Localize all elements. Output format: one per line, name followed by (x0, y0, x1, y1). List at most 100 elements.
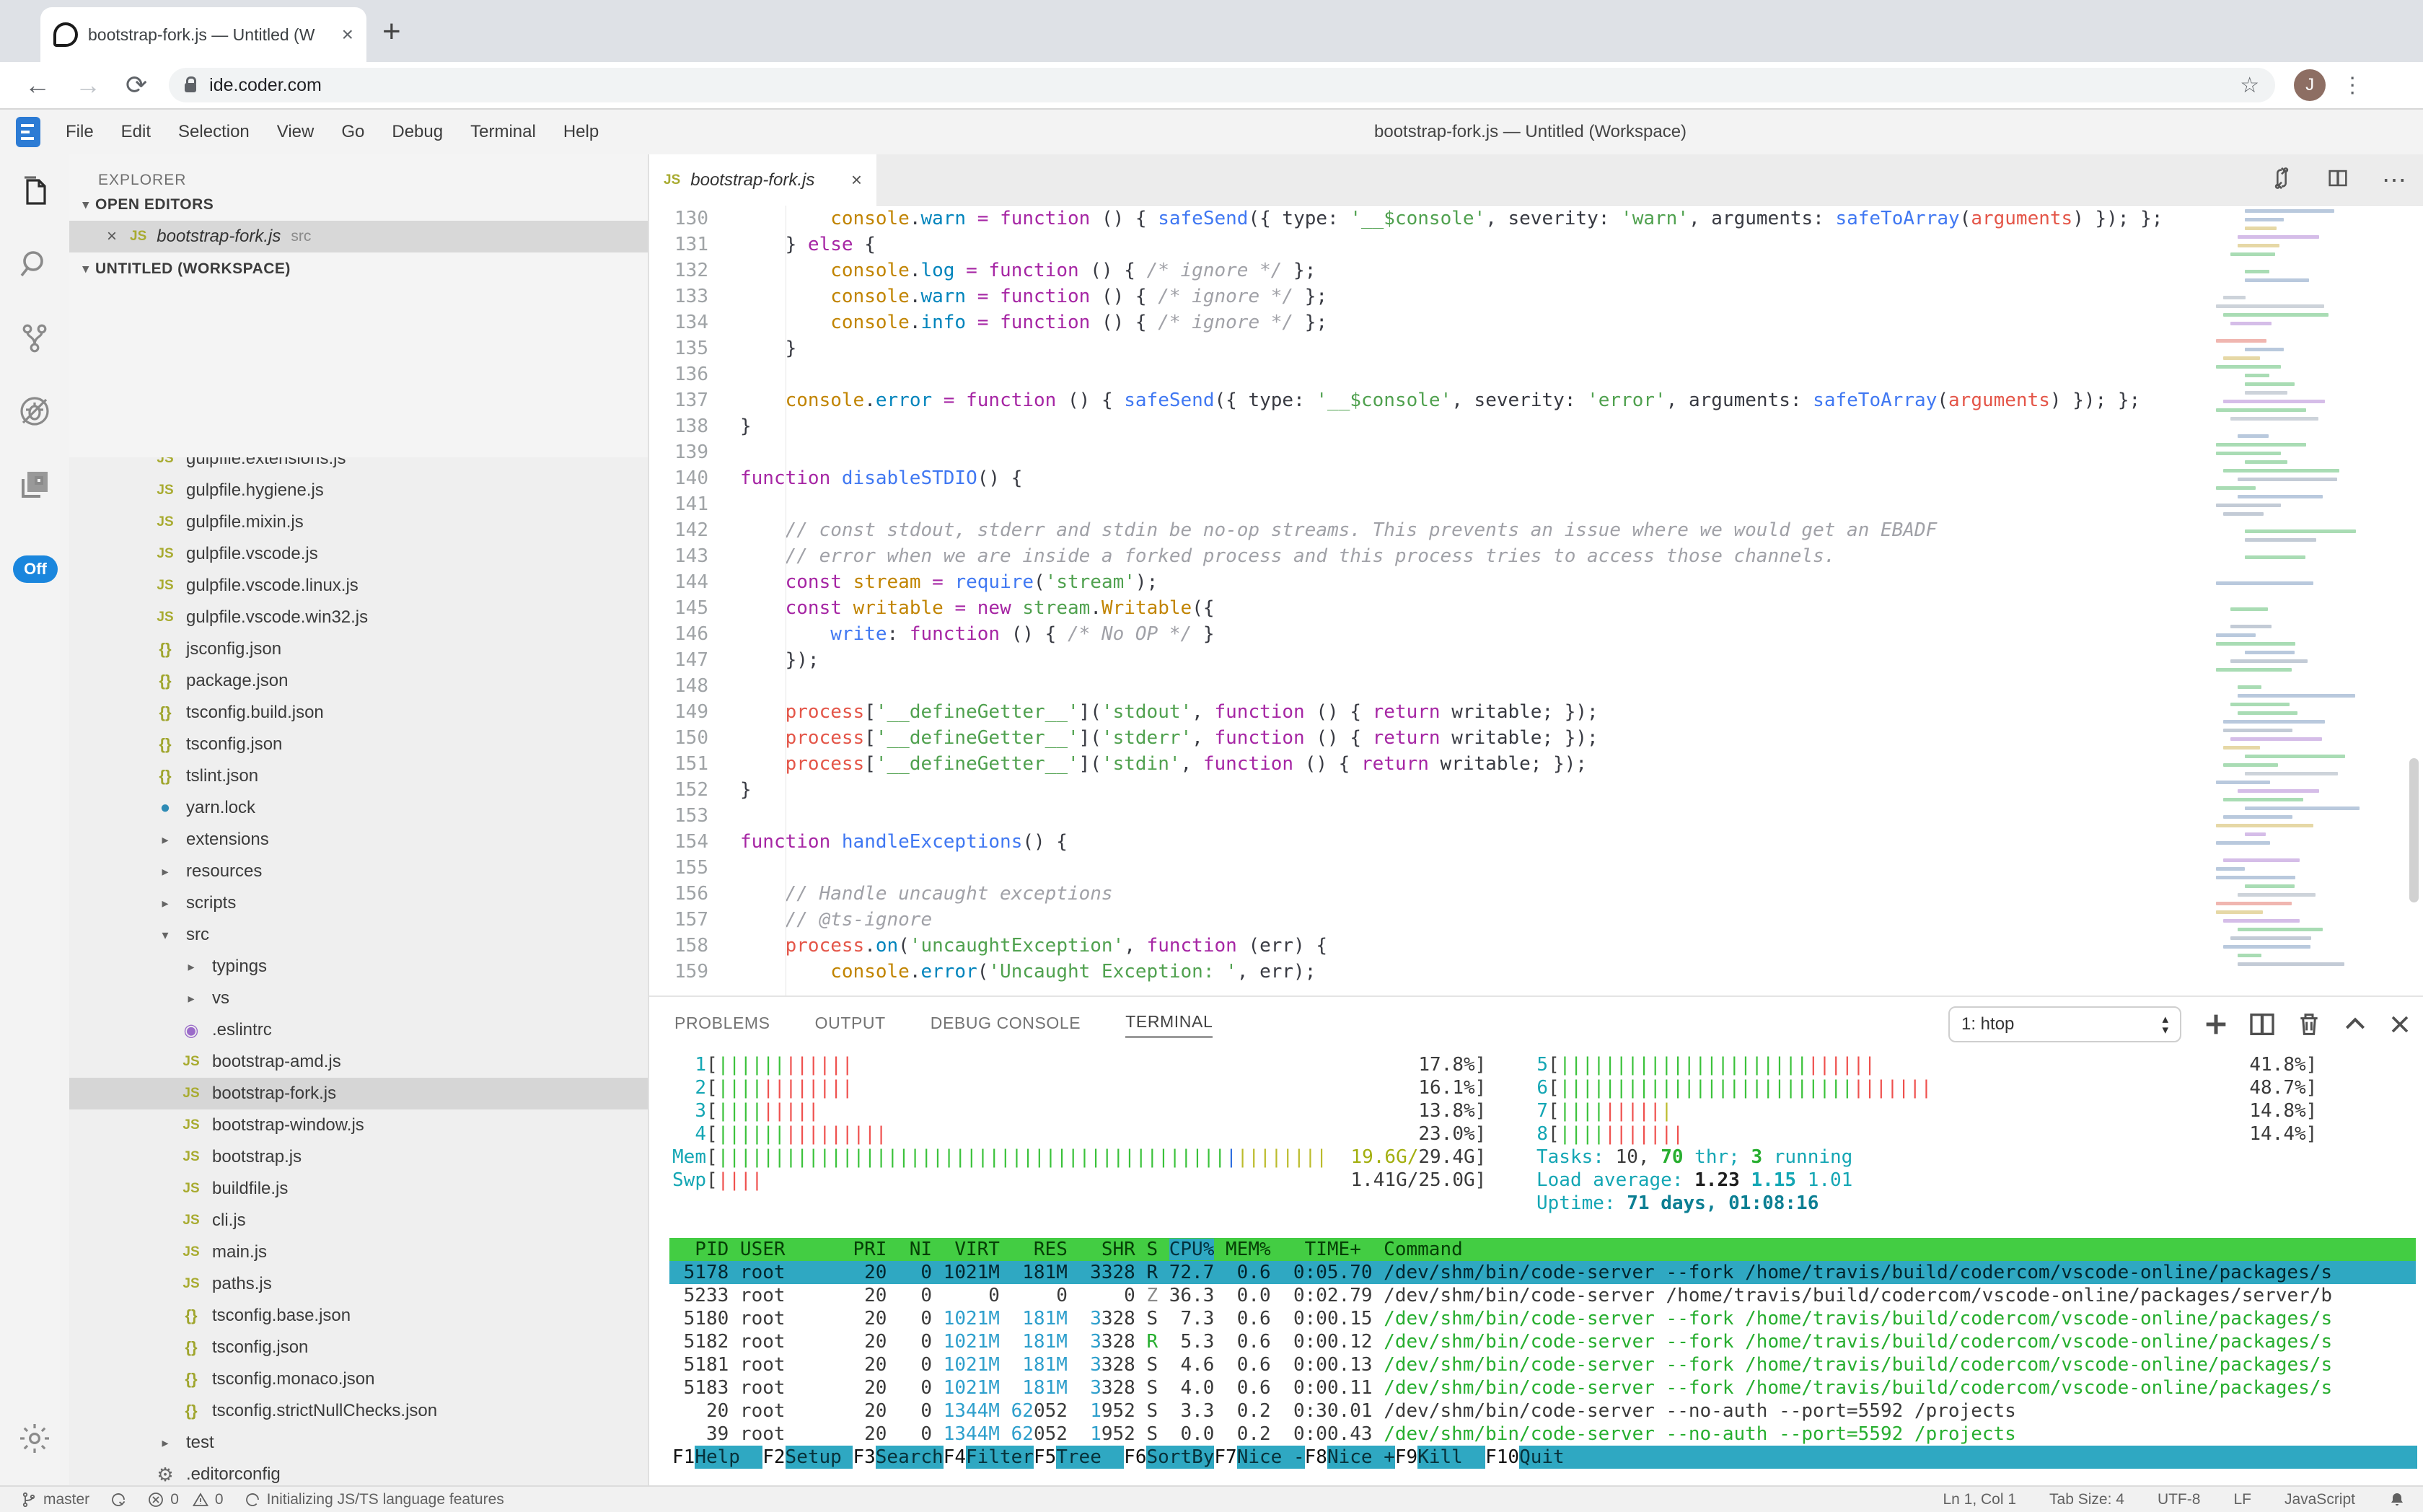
close-panel-icon[interactable] (2385, 1010, 2414, 1039)
code-line-145[interactable]: 145 const writable = new stream.Writable… (649, 595, 2423, 621)
tree-item-main.js[interactable]: JSmain.js (69, 1236, 648, 1268)
panel-tab-output[interactable]: OUTPUT (815, 1014, 886, 1037)
process-row[interactable]: 5233 root 20 0 0 0 0 Z 36.3 0.0 0:02.79 … (669, 1284, 2416, 1307)
code-line-141[interactable]: 141 (649, 491, 2423, 517)
process-row[interactable]: 20 root 20 0 1344M 62052 1952 S 3.3 0.2 … (669, 1399, 2416, 1423)
close-editor-icon[interactable]: × (107, 227, 117, 247)
fkey-F9[interactable]: F9 (1395, 1446, 1417, 1469)
code-editor[interactable]: 130 console.warn = function () { safeSen… (649, 206, 2423, 995)
tree-folder-test[interactable]: ▸test (69, 1427, 648, 1459)
code-line-158[interactable]: 158 process.on('uncaughtException', func… (649, 933, 2423, 959)
editor-tab[interactable]: JS bootstrap-fork.js × (649, 154, 876, 206)
menu-selection[interactable]: Selection (164, 122, 263, 142)
menu-file[interactable]: File (52, 122, 107, 142)
code-line-139[interactable]: 139 (649, 439, 2423, 465)
process-row[interactable]: 5178 root 20 0 1021M 181M 3328 R 72.7 0.… (669, 1261, 2416, 1284)
code-line-134[interactable]: 134 console.info = function () { /* igno… (649, 309, 2423, 335)
code-line-150[interactable]: 150 process['__defineGetter__']('stderr'… (649, 725, 2423, 751)
fkey-label[interactable]: Search (876, 1446, 944, 1469)
tree-item-package.json[interactable]: {}package.json (69, 665, 648, 697)
code-line-142[interactable]: 142 // const stdout, stderr and stdin be… (649, 517, 2423, 543)
terminal-output[interactable]: 1[||||||||||||17.8%]5[||||||||||||||||||… (649, 1053, 2423, 1487)
close-tab-icon[interactable]: × (342, 23, 353, 46)
browser-avatar[interactable]: J (2294, 69, 2326, 101)
forward-icon[interactable]: → (75, 70, 101, 100)
fkey-label[interactable]: SortBy (1146, 1446, 1214, 1469)
sync-indicator[interactable] (110, 1491, 127, 1508)
tree-item-tsconfig.json[interactable]: {}tsconfig.json (69, 729, 648, 760)
workspace-header[interactable]: ▾ UNTITLED (WORKSPACE) (69, 252, 648, 285)
tree-folder-src[interactable]: ▾src (69, 919, 648, 951)
tree-folder-scripts[interactable]: ▸scripts (69, 887, 648, 919)
fkey-F6[interactable]: F6 (1124, 1446, 1146, 1469)
status-lf[interactable]: LF (2233, 1491, 2251, 1508)
process-row[interactable]: 5181 root 20 0 1021M 181M 3328 S 4.6 0.6… (669, 1353, 2416, 1376)
menu-help[interactable]: Help (550, 122, 612, 142)
status-tab-size-4[interactable]: Tab Size: 4 (2049, 1491, 2124, 1508)
process-row[interactable]: 5180 root 20 0 1021M 181M 3328 S 7.3 0.6… (669, 1307, 2416, 1330)
tree-item-gulpfile.mixin.js[interactable]: JSgulpfile.mixin.js (69, 506, 648, 538)
code-line-147[interactable]: 147 }); (649, 647, 2423, 673)
offline-badge[interactable]: Off (13, 555, 58, 583)
minimap[interactable] (2216, 209, 2357, 988)
new-terminal-icon[interactable] (2202, 1010, 2230, 1039)
tree-item-buildfile.js[interactable]: JSbuildfile.js (69, 1173, 648, 1205)
fkey-label[interactable]: Help (695, 1446, 762, 1469)
menu-terminal[interactable]: Terminal (457, 122, 550, 142)
code-line-159[interactable]: 159 console.error('Uncaught Exception: '… (649, 959, 2423, 985)
fkey-label[interactable]: Kill (1417, 1446, 1485, 1469)
gear-icon[interactable] (17, 1421, 52, 1456)
tree-folder-vs[interactable]: ▸vs (69, 983, 648, 1014)
tree-folder-resources[interactable]: ▸resources (69, 856, 648, 887)
maximize-panel-icon[interactable] (2341, 1010, 2370, 1039)
code-line-149[interactable]: 149 process['__defineGetter__']('stdout'… (649, 699, 2423, 725)
fkey-F8[interactable]: F8 (1305, 1446, 1327, 1469)
more-actions-icon[interactable]: ⋯ (2382, 166, 2409, 195)
menu-debug[interactable]: Debug (378, 122, 457, 142)
panel-tab-debug-console[interactable]: DEBUG CONSOLE (931, 1014, 1081, 1037)
tree-item-cli.js[interactable]: JScli.js (69, 1205, 648, 1236)
menu-view[interactable]: View (263, 122, 328, 142)
fkey-F3[interactable]: F3 (853, 1446, 875, 1469)
code-line-131[interactable]: 131 } else { (649, 232, 2423, 258)
code-line-152[interactable]: 152} (649, 777, 2423, 803)
status-ln-1-col-1[interactable]: Ln 1, Col 1 (1943, 1491, 2016, 1508)
code-line-151[interactable]: 151 process['__defineGetter__']('stdin',… (649, 751, 2423, 777)
tree-item-bootstrap-amd.js[interactable]: JSbootstrap-amd.js (69, 1046, 648, 1078)
bookmark-star-icon[interactable]: ☆ (2240, 73, 2259, 98)
fkey-F1[interactable]: F1 (672, 1446, 695, 1469)
search-icon[interactable] (17, 247, 52, 281)
source-control-icon[interactable] (17, 320, 52, 355)
status-utf-8[interactable]: UTF-8 (2158, 1491, 2201, 1508)
fkey-label[interactable]: Nice - (1237, 1446, 1305, 1469)
panel-tab-terminal[interactable]: TERMINAL (1125, 1012, 1213, 1038)
tree-item-gulpfile.hygiene.js[interactable]: JSgulpfile.hygiene.js (69, 475, 648, 506)
tree-item-gulpfile.vscode.win32.js[interactable]: JSgulpfile.vscode.win32.js (69, 602, 648, 633)
code-line-155[interactable]: 155 (649, 855, 2423, 881)
split-editor-icon[interactable] (2326, 166, 2350, 194)
fkey-F7[interactable]: F7 (1214, 1446, 1236, 1469)
explorer-icon[interactable] (17, 173, 52, 208)
status-javascript[interactable]: JavaScript (2285, 1491, 2355, 1508)
tree-item-bootstrap-fork.js[interactable]: JSbootstrap-fork.js (69, 1078, 648, 1109)
open-editors-header[interactable]: ▾ OPEN EDITORS (69, 188, 648, 221)
tree-item-tsconfig.base.json[interactable]: {}tsconfig.base.json (69, 1300, 648, 1332)
tree-item-paths.js[interactable]: JSpaths.js (69, 1268, 648, 1300)
bell-icon-wrap[interactable] (2388, 1491, 2406, 1508)
tree-item-.eslintrc[interactable]: ◉.eslintrc (69, 1014, 648, 1046)
tree-item-yarn.lock[interactable]: ●yarn.lock (69, 792, 648, 824)
panel-tab-problems[interactable]: PROBLEMS (674, 1014, 770, 1037)
code-line-143[interactable]: 143 // error when we are inside a forked… (649, 543, 2423, 569)
tree-item-gulpfile.extensions.js[interactable]: JSgulpfile.extensions.js (69, 457, 648, 475)
code-line-153[interactable]: 153 (649, 803, 2423, 829)
fkey-label[interactable]: Filter (966, 1446, 1034, 1469)
fkey-F2[interactable]: F2 (762, 1446, 785, 1469)
tree-folder-typings[interactable]: ▸typings (69, 951, 648, 983)
tree-folder-extensions[interactable]: ▸extensions (69, 824, 648, 856)
code-line-154[interactable]: 154function handleExceptions() { (649, 829, 2423, 855)
editor-scrollbar[interactable] (2409, 758, 2419, 902)
fkey-F5[interactable]: F5 (1034, 1446, 1056, 1469)
fkey-label[interactable]: Nice + (1327, 1446, 1395, 1469)
open-editor-item[interactable]: × JS bootstrap-fork.js src (69, 221, 648, 252)
tree-item-tslint.json[interactable]: {}tslint.json (69, 760, 648, 792)
